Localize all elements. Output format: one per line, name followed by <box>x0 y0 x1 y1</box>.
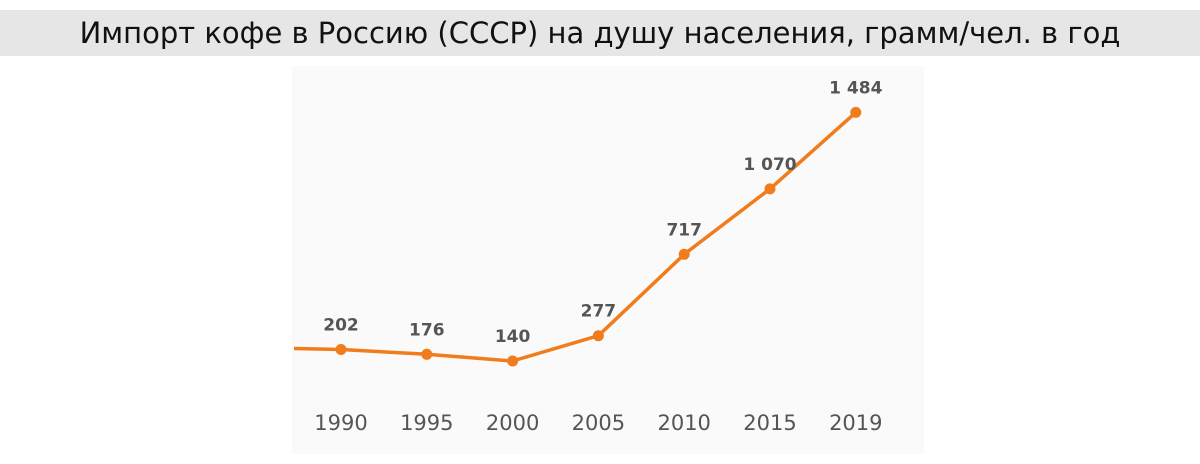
data-point-1995 <box>421 348 433 360</box>
data-label-2010: 717 <box>666 220 702 240</box>
data-point-2010 <box>678 248 690 260</box>
data-point-2015 <box>764 183 776 195</box>
title-bar: Импорт кофе в Россию (СССР) на душу насе… <box>0 10 1200 56</box>
x-tick-2010: 2010 <box>657 411 710 435</box>
data-label-2000: 140 <box>495 327 531 347</box>
data-point-2005 <box>592 330 604 342</box>
data-point-2019 <box>850 106 862 118</box>
x-tick-1995: 1995 <box>400 411 453 435</box>
data-label-1995: 176 <box>409 320 445 340</box>
x-tick-2015: 2015 <box>743 411 796 435</box>
x-tick-2005: 2005 <box>572 411 625 435</box>
x-tick-2019: 2019 <box>829 411 882 435</box>
data-point-1990 <box>335 344 347 355</box>
series-layer <box>293 106 862 367</box>
x-axis-ticks: 1990 1995 2000 2005 2010 2015 2019 <box>314 411 882 435</box>
data-point-2000 <box>507 355 519 367</box>
series-line <box>293 111 857 363</box>
data-label-2015: 1 070 <box>743 155 796 175</box>
data-label-1990: 202 <box>323 316 359 336</box>
x-tick-2000: 2000 <box>486 411 539 435</box>
chart-title: Импорт кофе в Россию (СССР) на душу насе… <box>79 16 1121 50</box>
data-labels-layer: 202 176 140 277 717 1 070 1 484 <box>323 78 882 347</box>
data-label-2005: 277 <box>581 302 617 322</box>
plot-panel <box>292 66 924 454</box>
data-label-2019: 1 484 <box>829 78 882 98</box>
x-tick-1990: 1990 <box>314 411 367 435</box>
